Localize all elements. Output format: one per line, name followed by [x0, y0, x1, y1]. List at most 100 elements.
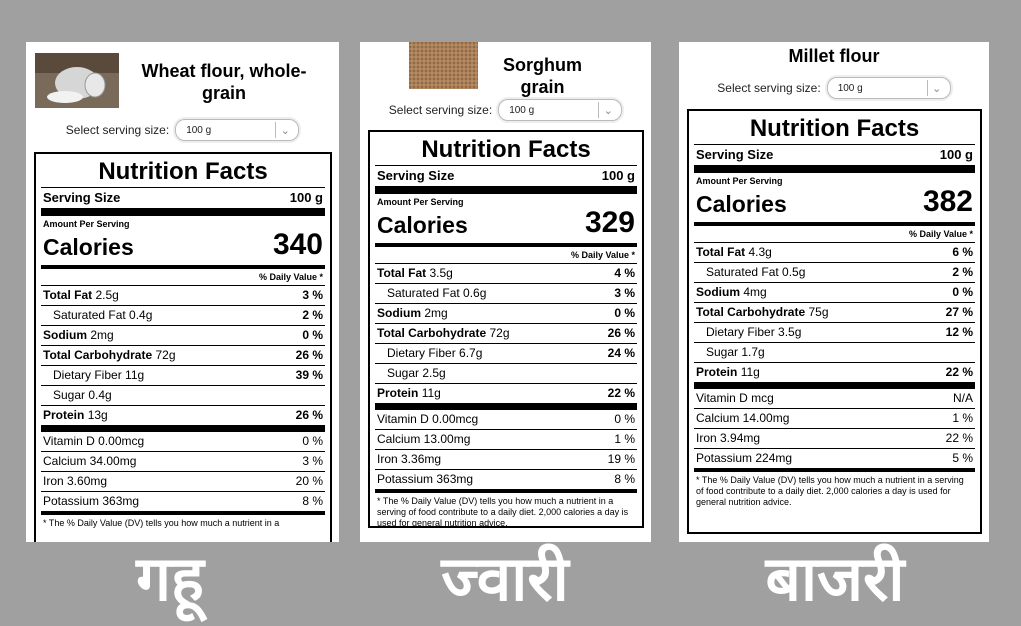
dietary-fiber-amount: 11g	[125, 368, 145, 382]
iron-dv: 20 %	[295, 474, 323, 488]
dietary-fiber-dv: 39 %	[295, 368, 323, 382]
daily-value-header: % Daily Value *	[41, 265, 325, 285]
total-carbohydrate-row: Total Carbohydrate 75g 27 %	[694, 302, 975, 322]
calcium-row: Calcium 34.00mg 3 %	[41, 451, 325, 471]
potassium-dv: 5 %	[952, 451, 973, 465]
serving-size-amount: 100 g	[289, 190, 323, 205]
calories-value: 382	[922, 185, 973, 218]
serving-size-select[interactable]: 100 g ⌄	[826, 77, 951, 99]
protein-row: Protein 11g 22 %	[694, 362, 975, 382]
serving-size-select[interactable]: 100 g ⌄	[498, 99, 623, 121]
product-title: Wheat flour, whole-grain	[141, 61, 307, 103]
sugar-amount: 1.7g	[741, 345, 765, 359]
millet-panel: Millet flour Select serving size: 100 g …	[679, 42, 989, 542]
serving-size-amount: 100 g	[601, 168, 635, 183]
total-fat-row: Total Fat 3.5g 4 %	[375, 263, 637, 283]
vitamin-d-row: Vitamin D mcg N/A	[694, 382, 975, 408]
iron-row: Iron 3.94mg 22 %	[694, 428, 975, 448]
dietary-fiber-row: Dietary Fiber 11g 39 %	[41, 365, 325, 385]
dietary-fiber-row: Dietary Fiber 3.5g 12 %	[694, 322, 975, 342]
iron-dv: 22 %	[945, 431, 973, 445]
wheat-panel: Wheat flour, whole-grain Select serving …	[26, 42, 339, 542]
vitamin-d-text: Vitamin D 0.00mcg	[377, 412, 479, 426]
calcium-dv: 1 %	[614, 432, 635, 446]
dietary-fiber-amount: 3.5g	[778, 325, 802, 339]
footnote: * The % Daily Value (DV) tells you how m…	[41, 511, 325, 533]
total-fat-dv: 4 %	[614, 266, 635, 280]
amount-per-serving: Amount Per Serving	[43, 219, 130, 229]
serving-selector-label: Select serving size:	[388, 103, 493, 117]
calcium-row: Calcium 14.00mg 1 %	[694, 408, 975, 428]
protein-dv: 22 %	[945, 365, 973, 379]
protein-amount: 11g	[421, 386, 441, 400]
sodium-dv: 0 %	[302, 328, 323, 342]
sorghum-panel: Sorghum grain Select serving size: 100 g…	[360, 42, 651, 542]
iron-text: Iron 3.94mg	[696, 431, 761, 445]
iron-text: Iron 3.60mg	[43, 474, 108, 488]
divider	[375, 186, 637, 194]
sodium-amount: 2mg	[90, 328, 114, 342]
dietary-fiber-dv: 24 %	[607, 346, 635, 360]
vitamin-d-row: Vitamin D 0.00mcg 0 %	[375, 403, 637, 429]
footnote: * The % Daily Value (DV) tells you how m…	[375, 489, 637, 533]
carbohydrate-dv: 26 %	[607, 326, 635, 340]
potassium-row: Potassium 363mg 8 %	[41, 491, 325, 511]
serving-size-select[interactable]: 100 g ⌄	[175, 119, 300, 141]
iron-text: Iron 3.36mg	[377, 452, 442, 466]
dietary-fiber-amount: 6.7g	[459, 346, 483, 360]
serving-size-label: Serving Size	[377, 168, 455, 183]
chevron-down-icon: ⌄	[598, 102, 617, 118]
nutrition-facts-title: Nutrition Facts	[41, 154, 325, 188]
potassium-dv: 8 %	[302, 494, 323, 508]
calcium-row: Calcium 13.00mg 1 %	[375, 429, 637, 449]
vitamin-d-dv: N/A	[952, 391, 973, 405]
caption-sorghum: ज्वारी	[441, 542, 569, 615]
total-fat-row: Total Fat 4.3g 6 %	[694, 242, 975, 262]
serving-size-label: Serving Size	[696, 147, 774, 162]
protein-row: Protein 13g 26 %	[41, 405, 325, 425]
serving-size-value: 100 g	[186, 124, 212, 136]
nutrition-facts-title: Nutrition Facts	[375, 132, 637, 166]
calories-row: Calories 340	[41, 229, 325, 265]
total-fat-dv: 3 %	[302, 288, 323, 302]
serving-size-value: 100 g	[837, 82, 863, 94]
total-fat-dv: 6 %	[952, 245, 973, 259]
calcium-dv: 3 %	[302, 454, 323, 468]
iron-row: Iron 3.60mg 20 %	[41, 471, 325, 491]
daily-value-header: % Daily Value *	[375, 243, 637, 263]
potassium-row: Potassium 224mg 5 %	[694, 448, 975, 468]
chevron-down-icon: ⌄	[275, 122, 294, 138]
carbohydrate-amount: 72g	[155, 348, 176, 362]
total-fat-amount: 2.5g	[95, 288, 119, 302]
sodium-row: Sodium 2mg 0 %	[41, 325, 325, 345]
dietary-fiber-row: Dietary Fiber 6.7g 24 %	[375, 343, 637, 363]
serving-size-amount: 100 g	[939, 147, 973, 162]
nutrition-facts-label: Nutrition Facts Serving Size 100 g Amount…	[687, 109, 982, 534]
sugar-row: Sugar 2.5g	[375, 363, 637, 383]
saturated-fat-amount: 0.4g	[129, 308, 153, 322]
protein-row: Protein 11g 22 %	[375, 383, 637, 403]
total-carbohydrate-row: Total Carbohydrate 72g 26 %	[375, 323, 637, 343]
sodium-dv: 0 %	[614, 306, 635, 320]
wheat-flour-image	[35, 53, 119, 108]
sodium-amount: 2mg	[424, 306, 448, 320]
vitamin-d-dv: 0 %	[614, 412, 635, 426]
carbohydrate-dv: 26 %	[295, 348, 323, 362]
daily-value-header: % Daily Value *	[694, 222, 975, 242]
saturated-fat-dv: 2 %	[302, 308, 323, 322]
calories-value: 329	[584, 206, 635, 239]
calories-label: Calories	[377, 212, 468, 238]
potassium-text: Potassium 363mg	[377, 472, 474, 486]
sodium-row: Sodium 4mg 0 %	[694, 282, 975, 302]
amount-per-serving: Amount Per Serving	[696, 176, 783, 186]
dietary-fiber-dv: 12 %	[945, 325, 973, 339]
protein-dv: 26 %	[295, 408, 323, 422]
caption-millet: बाजरी	[765, 542, 905, 615]
calories-value: 340	[272, 228, 323, 261]
serving-selector-row: Select serving size: 100 g ⌄	[360, 99, 651, 121]
caption-wheat: गहू	[136, 542, 204, 615]
vitamin-d-text: Vitamin D 0.00mcg	[43, 434, 145, 448]
serving-selector-label: Select serving size:	[717, 81, 821, 95]
saturated-fat-dv: 3 %	[614, 286, 635, 300]
sugar-row: Sugar 0.4g	[41, 385, 325, 405]
